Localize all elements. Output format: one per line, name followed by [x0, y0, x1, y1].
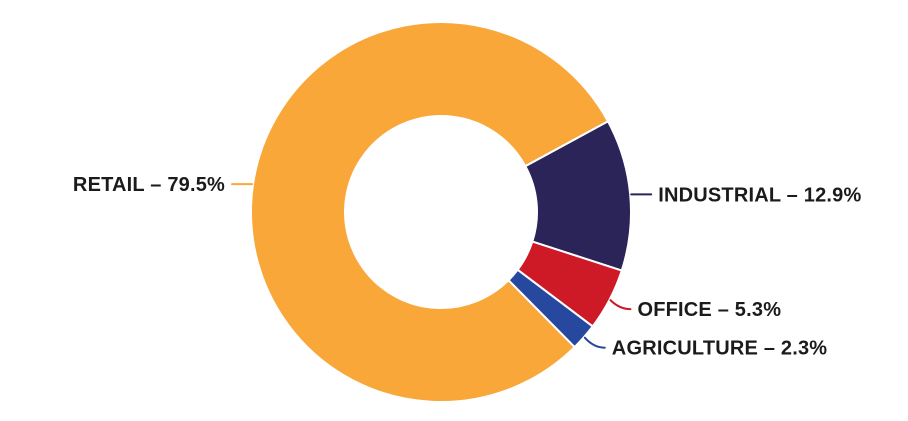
slice-agriculture[interactable]	[507, 268, 594, 349]
label-office: OFFICE – 5.3%	[637, 299, 781, 321]
leader-line-agriculture	[583, 336, 606, 349]
leader-line-office	[609, 299, 632, 311]
slice-retail[interactable]	[250, 21, 609, 403]
label-agriculture: AGRICULTURE – 2.3%	[612, 338, 828, 360]
label-industrial: INDUSTRIAL – 12.9%	[658, 184, 861, 206]
label-retail: RETAIL – 79.5%	[73, 174, 225, 196]
